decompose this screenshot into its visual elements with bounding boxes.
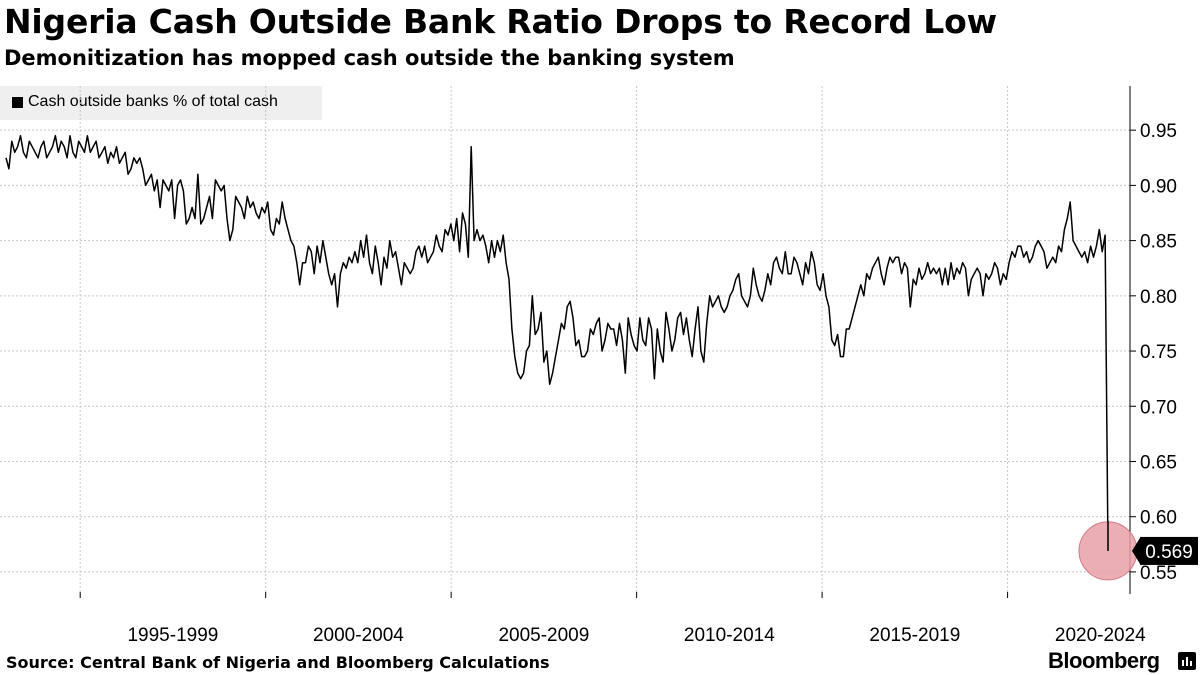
x-tick-label: 2000-2004 [313,625,404,646]
bloomberg-chart-icon [1178,652,1196,670]
bloomberg-logo: Bloomberg [1048,648,1160,673]
y-tick-label: 0.55 [1140,563,1177,584]
series-line-cash-outside-banks [5,134,1109,551]
y-tick-label: 0.75 [1140,342,1177,363]
last-value-box [1140,536,1198,565]
y-tick-label: 0.70 [1140,397,1177,418]
source-note: Source: Central Bank of Nigeria and Bloo… [6,653,550,672]
x-tick-label: 2010-2014 [684,625,775,646]
y-tick-label: 0.90 [1140,176,1177,197]
x-tick-label: 1995-1999 [127,625,218,646]
x-tick-label: 2015-2019 [869,625,960,646]
last-value-label: 0.569 [1145,542,1193,563]
y-tick-label: 0.80 [1140,287,1177,308]
y-tick-label: 0.60 [1140,508,1177,529]
legend-swatch [12,97,23,108]
y-tick-label: 0.65 [1140,452,1177,473]
chart-title: Nigeria Cash Outside Bank Ratio Drops to… [4,2,997,41]
gridlines [0,86,1130,598]
highlight-marker: 0.569 [1078,520,1198,581]
legend-label: Cash outside banks % of total cash [28,93,278,110]
legend: Cash outside banks % of total cash [0,86,322,120]
x-tick-label: 2020-2024 [1055,625,1146,646]
x-tick-label: 2005-2009 [498,625,589,646]
y-axis: 0.55 0.60 0.65 0.70 0.75 0.80 0.85 0.90 0.95 [1129,86,1177,594]
last-value-pointer [1132,537,1140,564]
y-tick-label: 0.85 [1140,232,1177,253]
x-axis-labels: 1995-1999 2000-2004 2005-2009 2010-2014 2015… [127,625,1146,646]
y-tick-label: 0.95 [1140,121,1177,142]
chart-subtitle: Demonitization has mopped cash outside t… [4,46,735,70]
